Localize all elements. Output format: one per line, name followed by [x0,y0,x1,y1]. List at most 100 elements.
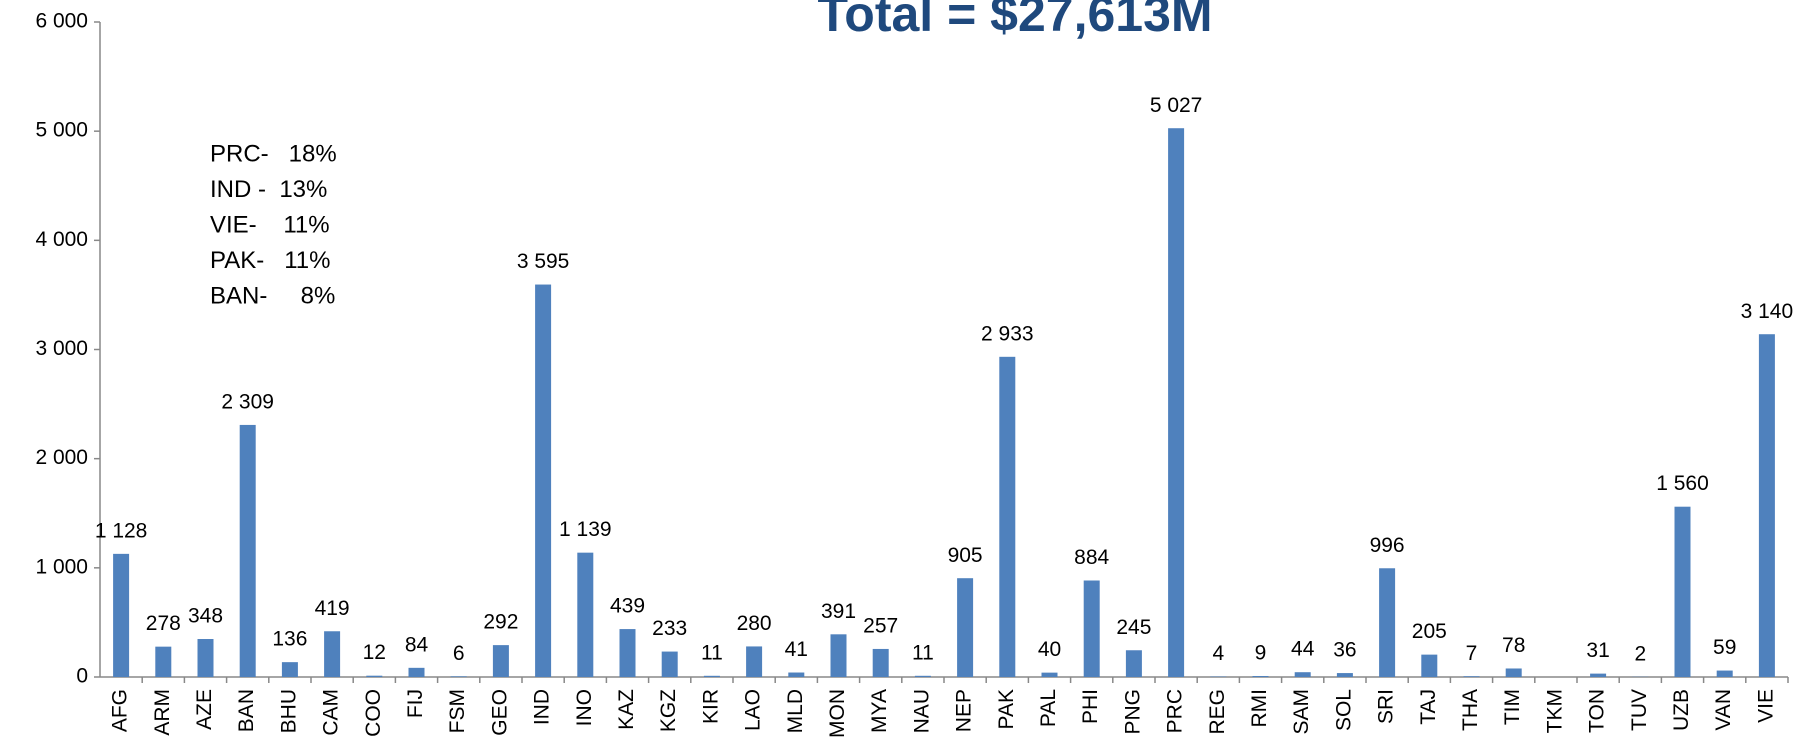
bar [450,676,467,677]
x-tick-label: VAN [1712,689,1735,731]
x-tick-label: PAL [1037,689,1060,727]
x-tick-label: RMI [1248,689,1271,728]
annotation: PAK- 11% [210,247,331,274]
x-tick-label: SRI [1375,689,1398,724]
bar [492,645,509,677]
data-label: 78 [1502,634,1525,657]
y-tick-label: 0 [76,665,88,688]
data-label: 292 [483,611,518,634]
y-tick-label: 4 000 [35,228,88,251]
data-label: 2 933 [981,322,1034,345]
data-label: 233 [652,617,687,640]
data-label: 419 [315,597,350,620]
x-tick-label: UZB [1670,689,1693,731]
data-label: 348 [188,605,223,628]
bar [1125,650,1142,677]
y-tick-label: 5 000 [35,119,88,142]
bar [1083,580,1100,677]
bar [281,662,298,677]
data-label: 205 [1412,620,1447,643]
x-tick-label: KGZ [657,689,680,732]
x-tick-label: ARM [151,689,174,736]
bar [914,675,931,677]
bar [197,639,214,677]
bar [1336,673,1353,677]
bar [746,646,763,677]
bar [113,553,130,677]
x-tick-label: SOL [1332,689,1355,731]
annotation: VIE- 11% [210,211,330,238]
annotation: PRC- 18% [210,140,337,167]
x-tick-label: MYA [868,689,891,733]
x-tick-label: PAK [995,689,1018,729]
data-label: 1 560 [1656,472,1709,495]
bar [535,284,552,677]
bar [1463,676,1480,677]
x-tick-label: REG [1206,689,1229,735]
x-tick-label: TIM [1501,689,1524,725]
data-label: 4 [1212,642,1224,665]
bar [703,675,720,677]
x-tick-label: CAM [320,689,343,736]
bar [1716,670,1733,677]
bar [661,651,678,677]
x-tick-label: AZE [193,689,216,730]
bar [999,356,1016,677]
bar [1252,676,1269,677]
x-tick-label: PRC [1164,689,1187,733]
x-tick-label: LAO [742,689,765,731]
x-tick-label: PHI [1079,689,1102,724]
bar [1505,668,1522,677]
y-tick-label: 2 000 [35,446,88,469]
y-tick-label: 3 000 [35,337,88,360]
chart-title: Total = $27,613M [817,0,1212,42]
data-label: 1 128 [95,519,148,542]
annotation: IND - 13% [210,176,327,203]
bar [619,629,636,677]
bar [155,646,172,677]
data-label: 884 [1074,546,1109,569]
data-label: 2 309 [221,390,274,413]
data-label: 6 [453,642,465,665]
bar [577,552,594,677]
x-tick-label: COO [362,689,385,737]
data-label: 996 [1370,534,1405,557]
data-label: 278 [146,612,181,635]
data-label: 59 [1713,636,1736,659]
data-label: 2 [1634,642,1646,665]
data-label: 9 [1255,642,1267,665]
bar [1674,506,1691,677]
bar [1758,334,1775,677]
x-tick-label: THA [1459,689,1482,731]
bar [324,631,341,677]
data-label: 44 [1291,638,1315,661]
data-label: 41 [785,638,808,661]
x-tick-label: TON [1586,689,1609,733]
data-label: 11 [701,641,723,664]
x-tick-label: TUV [1628,689,1651,731]
bar [872,648,889,677]
data-label: 31 [1586,639,1609,662]
bar [788,672,805,677]
x-tick-label: MON [826,689,849,738]
data-label: 280 [737,612,772,635]
x-tick-label: PNG [1121,689,1144,735]
data-label: 3 140 [1741,300,1794,323]
x-tick-label: MLD [784,689,807,733]
data-label: 84 [405,633,429,656]
bar [366,675,383,677]
x-tick-label: TAJ [1417,689,1440,725]
x-tick-label: FIJ [404,689,427,718]
data-label: 905 [948,544,983,567]
x-tick-label: SAM [1290,689,1313,735]
data-label: 245 [1116,616,1151,639]
data-label: 439 [610,595,645,618]
bar [1041,672,1058,677]
x-tick-label: TKM [1543,689,1566,733]
x-tick-label: BAN [235,689,258,732]
x-tick-label: KIR [699,689,722,724]
data-label: 7 [1466,642,1478,665]
data-label: 5 027 [1150,94,1203,117]
data-label: 40 [1038,638,1061,661]
